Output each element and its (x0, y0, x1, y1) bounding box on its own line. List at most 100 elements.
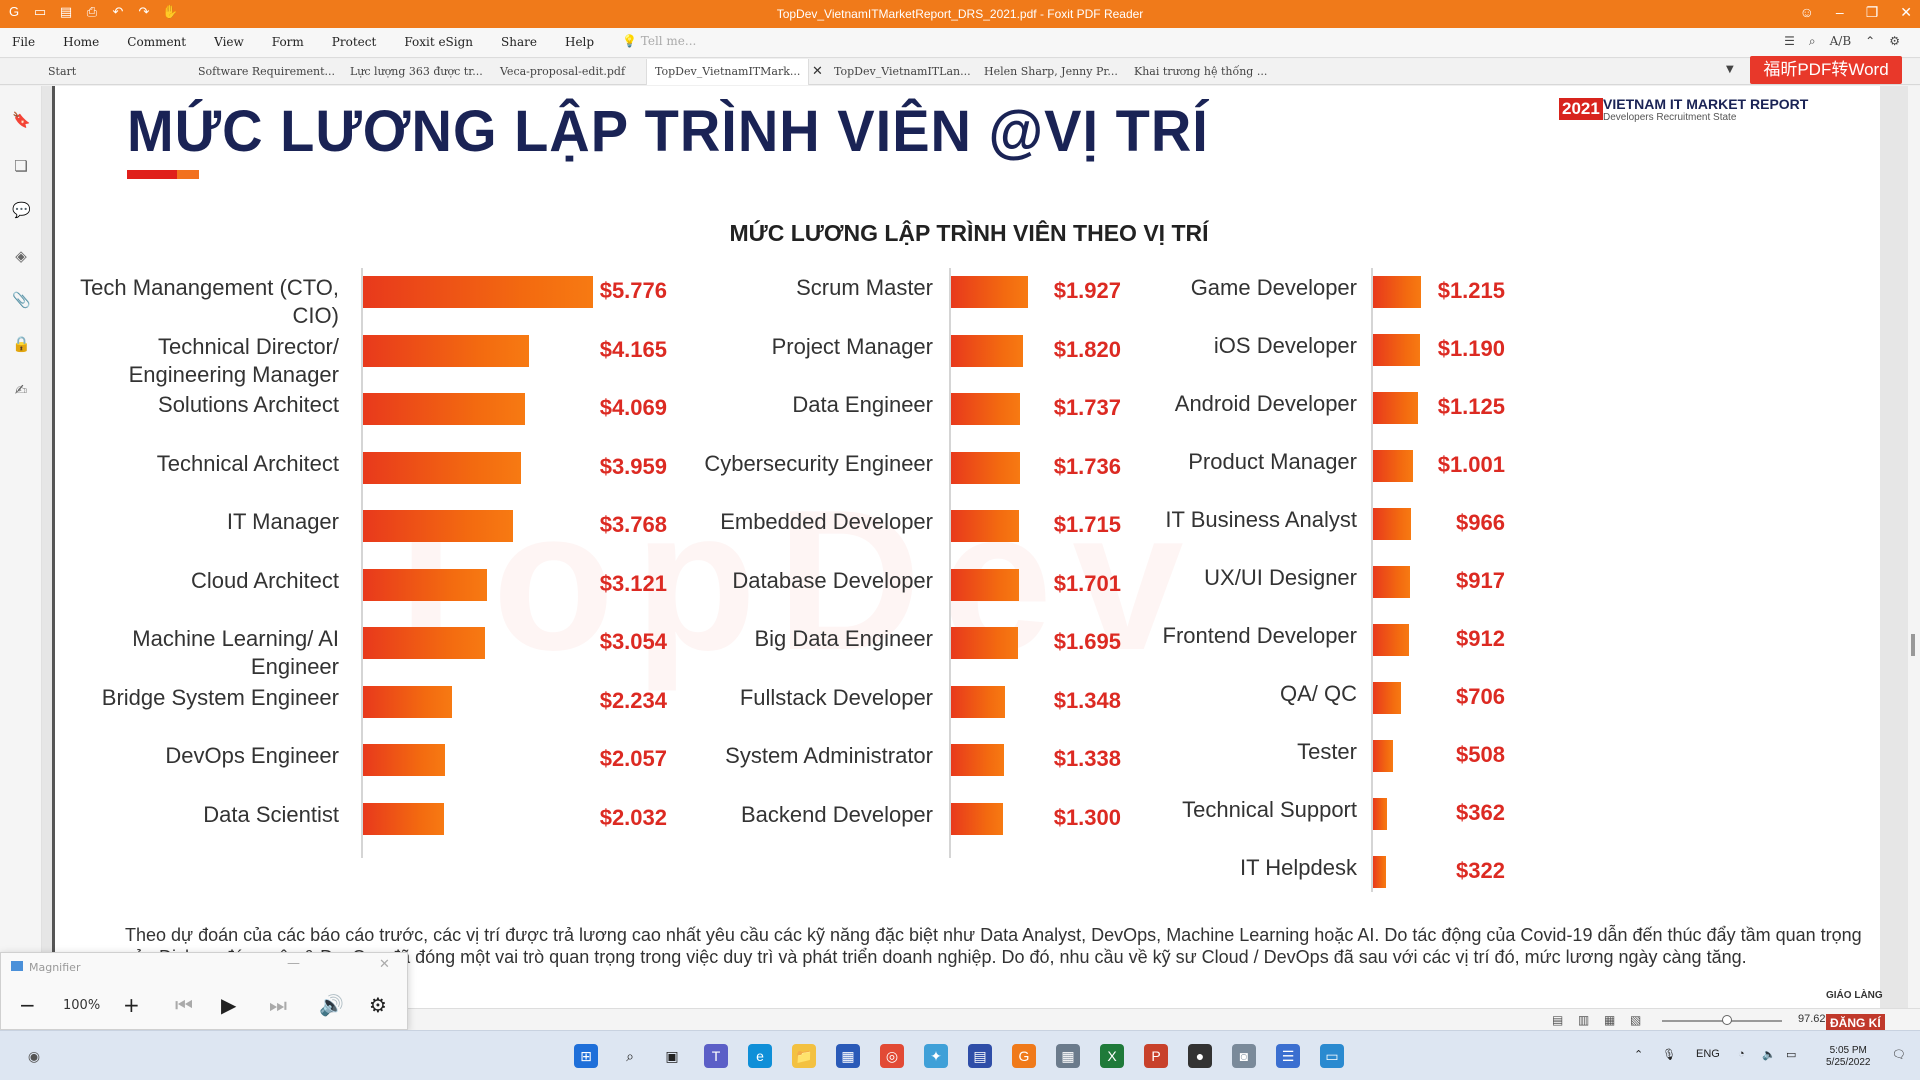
remote-desktop-icon[interactable]: ▭ (1320, 1044, 1344, 1068)
excel-icon[interactable]: X (1100, 1044, 1124, 1068)
account-icon[interactable]: ☺ (1799, 4, 1814, 20)
zoom-out-button[interactable]: − (19, 993, 36, 1017)
layers-icon[interactable]: ◈ (15, 248, 27, 265)
menu-share[interactable]: Share (501, 35, 537, 49)
tab-software-requirement[interactable]: Software Requirement... (198, 65, 336, 78)
magnifier-close-button[interactable]: ✕ (379, 957, 390, 972)
salary-bar (1373, 566, 1410, 598)
layout-icon[interactable]: ☰ (1784, 34, 1795, 48)
menu-help[interactable]: Help (564, 35, 595, 49)
calculator-icon[interactable]: ▦ (1056, 1044, 1080, 1068)
tell-me-placeholder: Tell me... (640, 34, 697, 48)
magnifier-minimize-button[interactable]: — (287, 956, 300, 971)
widgets-icon[interactable]: ◉ (27, 1048, 41, 1064)
close-tab-icon[interactable]: ✕ (812, 64, 823, 79)
salary-value-label: $1.300 (1053, 804, 1121, 830)
tab-luc-luong[interactable]: Lực lượng 363 được tr... (350, 65, 483, 78)
powerpoint-icon[interactable]: P (1144, 1044, 1168, 1068)
wifi-icon[interactable]: ◔ (1738, 1048, 1745, 1060)
pages-icon[interactable]: ❏ (14, 158, 28, 175)
read-aloud-icon[interactable]: 🔊 (319, 993, 344, 1017)
search-icon[interactable]: ⌕ (1808, 34, 1816, 48)
salary-bar (951, 627, 1019, 659)
scrollbar-thumb[interactable] (1911, 634, 1915, 656)
save-icon[interactable]: ▤ (59, 4, 73, 19)
tray-chevron-icon[interactable]: ⌃ (1634, 1049, 1644, 1061)
bookmark-icon[interactable]: 🔖 (12, 112, 31, 129)
redo-icon[interactable]: ↷ (138, 4, 150, 19)
menu-foxit-esign[interactable]: Foxit eSign (404, 35, 474, 49)
tab-start[interactable]: Start (48, 65, 77, 78)
vertical-scrollbar[interactable] (1908, 86, 1920, 1008)
attachment-icon[interactable]: 📎 (12, 292, 31, 309)
media-icon[interactable]: ● (1188, 1044, 1212, 1068)
continuous-icon[interactable]: ▥ (1578, 1013, 1590, 1027)
battery-icon[interactable]: ▭ (1786, 1049, 1797, 1061)
app-icon[interactable]: ✦ (924, 1044, 948, 1068)
salary-value-label: $1.701 (1053, 570, 1121, 596)
menu-home[interactable]: Home (63, 35, 100, 49)
pdf-page: TopDev MỨC LƯƠNG LẬP TRÌNH VIÊN @VỊ TRÍ … (52, 86, 1880, 1008)
signature-icon[interactable]: ✍ (14, 382, 28, 399)
salary-value-label: $3.768 (599, 512, 667, 537)
menu-view[interactable]: View (214, 35, 244, 49)
chrome-icon[interactable]: ◎ (880, 1044, 904, 1068)
next-icon[interactable]: ⏭ (269, 993, 287, 1017)
play-icon[interactable]: ▶ (221, 993, 237, 1017)
hand-tool-icon[interactable]: ✋ (162, 4, 179, 19)
tab-helen-sharp[interactable]: Helen Sharp, Jenny Pr... (984, 65, 1118, 78)
menu-file[interactable]: File (12, 35, 36, 49)
comments-icon[interactable]: 💬 (12, 202, 31, 219)
tab-topdev-landscape[interactable]: TopDev_VietnamITLan... (834, 65, 971, 78)
salary-bar (1373, 392, 1418, 424)
notification-icon[interactable]: 🗨 (1892, 1049, 1906, 1061)
collapse-icon[interactable]: ⌃ (1865, 34, 1876, 48)
security-icon[interactable]: 🔒 (12, 336, 31, 353)
find-label[interactable]: A/B (1829, 34, 1852, 48)
menu-comment[interactable]: Comment (127, 35, 187, 49)
salary-value-label: $912 (1456, 626, 1505, 651)
minimize-button[interactable]: – (1835, 4, 1844, 20)
settings-icon[interactable]: ⚙ (1889, 34, 1900, 48)
notes-icon[interactable]: ☰ (1276, 1044, 1300, 1068)
menu-protect[interactable]: Protect (331, 35, 377, 49)
start-button[interactable]: ⊞ (574, 1044, 598, 1068)
close-button[interactable]: ✕ (1900, 4, 1912, 20)
language-indicator[interactable]: ENG (1696, 1048, 1720, 1060)
search-taskbar-icon[interactable]: ⌕ (626, 1048, 634, 1064)
foxit-taskbar-icon[interactable]: G (1012, 1044, 1036, 1068)
salary-value-label: $4.165 (599, 336, 667, 362)
magnifier-settings-icon[interactable]: ⚙ (369, 993, 387, 1017)
zoom-in-button[interactable]: + (123, 993, 140, 1017)
tab-topdev-market-report[interactable]: TopDev_VietnamITMark... (646, 59, 810, 85)
open-icon[interactable]: ▭ (33, 4, 47, 19)
taskbar-clock[interactable]: 5:05 PM 5/25/2022 (1826, 1045, 1871, 1069)
tab-list-dropdown-icon[interactable]: ▼ (1726, 64, 1734, 75)
zoom-value[interactable]: 97.62% (1798, 1013, 1836, 1025)
mic-icon[interactable]: 🎙 (1662, 1049, 1676, 1061)
camera-icon[interactable]: ◙ (1232, 1044, 1256, 1068)
windows-taskbar: ◉ ⊞ ⌕ ▣ T e 📁 ▦ ◎ ✦ ▤ G ▦ X P ● ◙ ☰ ▭ ⌃ … (0, 1030, 1920, 1080)
tab-khai-truong[interactable]: Khai trương hệ thống ... (1134, 65, 1268, 78)
category-label: Product Manager (1188, 449, 1357, 474)
undo-icon[interactable]: ↶ (112, 4, 124, 19)
store-icon[interactable]: ▦ (836, 1044, 860, 1068)
menu-form[interactable]: Form (271, 35, 304, 49)
tell-me-input[interactable]: 💡 Tell me... (622, 34, 697, 48)
category-label: DevOps Engineer (165, 743, 339, 768)
file-explorer-icon[interactable]: 📁 (792, 1044, 816, 1068)
tab-veca-proposal[interactable]: Veca-proposal-edit.pdf (500, 65, 626, 78)
volume-icon[interactable]: 🔈 (1762, 1049, 1776, 1061)
teams-icon[interactable]: T (704, 1044, 728, 1068)
single-page-icon[interactable]: ▤ (1552, 1013, 1564, 1027)
print-icon[interactable]: ⎙ (86, 4, 98, 19)
facing-icon[interactable]: ▦ (1604, 1013, 1616, 1027)
edge-icon[interactable]: e (748, 1044, 772, 1068)
previous-icon[interactable]: ⏮ (175, 993, 193, 1017)
save-app-icon[interactable]: ▤ (968, 1044, 992, 1068)
cont-facing-icon[interactable]: ▧ (1630, 1013, 1642, 1027)
task-view-icon[interactable]: ▣ (665, 1048, 679, 1064)
zoom-slider-knob[interactable] (1722, 1015, 1732, 1025)
restore-button[interactable]: ❐ (1865, 4, 1879, 20)
pdf-to-word-button[interactable]: 福昕PDF转Word (1750, 56, 1902, 84)
